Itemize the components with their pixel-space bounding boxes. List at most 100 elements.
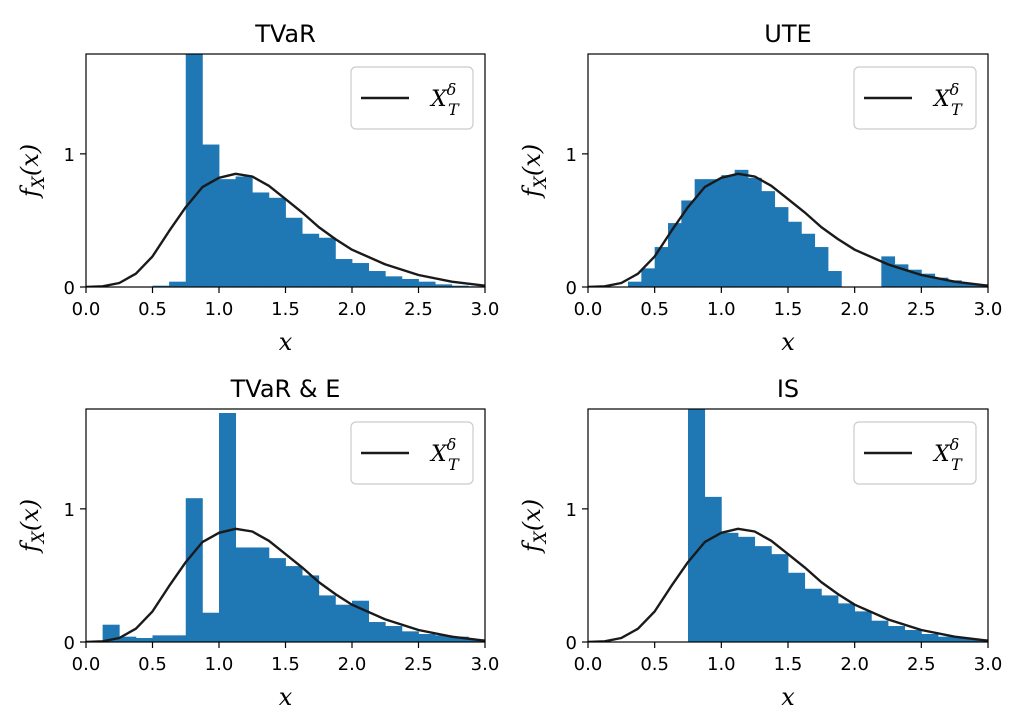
x-axis-label: x	[781, 328, 795, 356]
x-tick-label: 2.5	[404, 299, 433, 320]
histogram-bar	[628, 281, 642, 287]
histogram-bar	[921, 634, 939, 642]
histogram-bar	[219, 179, 237, 287]
legend-label: Xδ T	[932, 435, 963, 474]
density-curve-line	[588, 172, 988, 287]
x-tick-label: 0.5	[640, 654, 669, 675]
histogram-bar	[948, 280, 962, 287]
x-tick-label: 1.0	[707, 299, 736, 320]
histogram-bar	[268, 558, 286, 642]
histogram-bar	[771, 554, 789, 642]
x-tick-label: 2.0	[840, 654, 869, 675]
histogram-bar	[881, 256, 896, 287]
x-tick-label: 1.0	[205, 299, 234, 320]
x-tick-label: 1.5	[271, 299, 300, 320]
histogram-bar	[654, 247, 669, 287]
histogram-bar	[318, 237, 336, 287]
y-tick-label: 1	[64, 145, 75, 166]
data-marks	[588, 169, 988, 287]
histogram-bar	[252, 547, 270, 642]
histogram-bar	[119, 636, 137, 642]
y-axis-label: fX(x)	[518, 144, 551, 199]
x-tick-label: 2.5	[907, 654, 936, 675]
y-axis-label: fX(x)	[518, 499, 551, 554]
histogram-bar	[235, 176, 253, 287]
histogram-bar	[235, 547, 253, 642]
x-tick-label: 1.5	[774, 654, 803, 675]
legend-label: Xδ T	[429, 435, 460, 474]
x-tick-label: 0.0	[72, 299, 101, 320]
y-tick-label: 1	[566, 500, 577, 521]
x-axis-label: x	[279, 683, 293, 711]
x-axis-label: x	[279, 328, 293, 356]
density-curve-line	[86, 527, 485, 642]
x-tick-label: 2.0	[338, 299, 367, 320]
histogram-bar	[788, 572, 806, 642]
y-tick-label: 0	[566, 278, 577, 299]
x-tick-label: 0.5	[640, 299, 669, 320]
x-tick-label: 1.5	[271, 654, 300, 675]
histogram-bar	[435, 284, 453, 287]
x-tick-label: 0.0	[574, 299, 603, 320]
histogram-bar	[904, 630, 922, 642]
subplot-1: 0.0 0.5 1.0 1.5 2.0 2.5 3.0 0 1 TVaR x fX(x) Xδ T	[16, 20, 499, 356]
subplot-title: TVaR & E	[230, 375, 341, 403]
histogram-bar	[451, 636, 469, 642]
x-tick-label: 0.5	[138, 299, 167, 320]
x-tick-label: 1.0	[707, 654, 736, 675]
histogram-bar	[418, 281, 436, 287]
histogram-bar	[385, 626, 403, 642]
legend-box	[350, 66, 474, 130]
histogram-bar	[681, 200, 696, 287]
x-tick-label: 3.0	[471, 654, 500, 675]
histogram-bar	[854, 611, 872, 642]
histogram-bar	[688, 409, 706, 642]
histogram-bar	[774, 207, 789, 287]
histogram-bar	[708, 179, 722, 287]
histogram-bar	[302, 233, 320, 287]
histogram-bar	[335, 259, 353, 287]
subplot-title: IS	[777, 375, 799, 403]
histogram-bar	[694, 179, 709, 287]
y-axis-label: fX(x)	[16, 144, 49, 199]
histogram-bar	[385, 276, 403, 287]
histogram-bar	[954, 638, 972, 642]
y-tick-label: 0	[64, 278, 75, 299]
legend-box	[853, 66, 977, 130]
data-marks	[588, 409, 988, 642]
histogram-bar	[185, 54, 203, 287]
x-tick-label: 2.5	[907, 299, 936, 320]
legend-box	[350, 421, 474, 485]
histogram-bar	[285, 566, 303, 642]
legend-label: Xδ T	[429, 80, 460, 119]
histogram-bar	[788, 221, 802, 287]
histogram-bar	[721, 532, 739, 642]
histogram-bar	[934, 277, 949, 287]
legend: Xδ T	[853, 421, 977, 485]
legend-label: Xδ T	[932, 80, 963, 119]
histogram-bar	[738, 536, 756, 642]
histogram-bar	[169, 281, 187, 287]
histogram-bar	[821, 595, 839, 642]
density-curve-line	[588, 527, 988, 642]
histogram-bar	[961, 283, 976, 287]
histogram-bar	[152, 285, 170, 287]
histogram-bar	[219, 412, 237, 642]
subplot-title: TVaR	[254, 20, 316, 48]
histogram-bar	[451, 285, 469, 287]
x-tick-label: 0.0	[72, 654, 101, 675]
legend-box	[853, 421, 977, 485]
histogram-bar	[401, 279, 419, 287]
histogram-bar	[814, 247, 829, 287]
histogram-bar	[704, 496, 722, 642]
histogram-bar	[252, 192, 270, 287]
x-tick-label: 3.0	[974, 299, 1003, 320]
histogram-bar	[401, 631, 419, 642]
y-tick-label: 0	[64, 633, 75, 654]
data-marks	[86, 412, 485, 642]
x-tick-label: 3.0	[471, 299, 500, 320]
x-tick-label: 2.5	[404, 654, 433, 675]
x-tick-label: 0.0	[574, 654, 603, 675]
histogram-bar	[202, 612, 220, 642]
